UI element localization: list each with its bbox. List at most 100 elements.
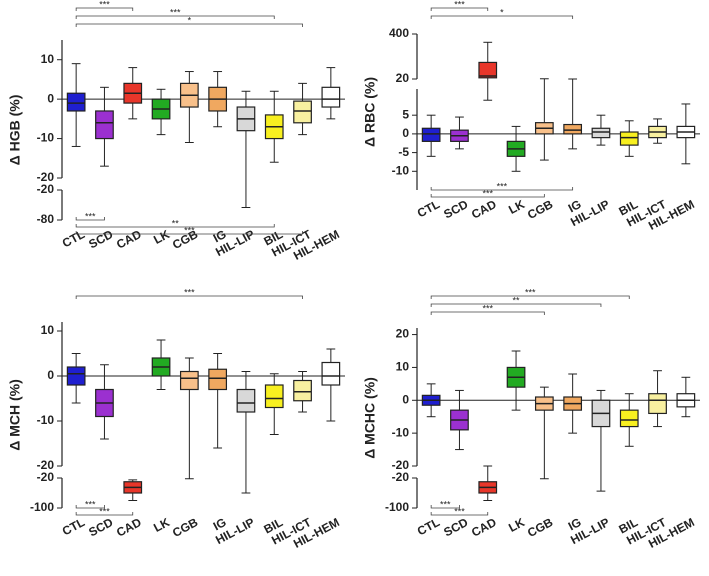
box bbox=[293, 379, 312, 402]
significance-label: * bbox=[188, 15, 192, 25]
significance-label: * bbox=[500, 7, 504, 17]
y-tick-label: 0 bbox=[47, 368, 54, 382]
significance-bracket bbox=[75, 217, 105, 221]
box bbox=[591, 127, 611, 139]
y-tick-label: -5 bbox=[398, 145, 409, 159]
y-tick-label: -20 bbox=[37, 170, 55, 184]
significance-bracket bbox=[75, 15, 275, 19]
significance-label: *** bbox=[184, 287, 195, 297]
x-tick-label: IG bbox=[566, 197, 584, 215]
box bbox=[321, 361, 341, 386]
y-axis-label: Δ RBC (%) bbox=[362, 77, 378, 147]
x-tick-label: IG bbox=[566, 515, 584, 533]
significance-bracket bbox=[430, 194, 545, 198]
x-tick-label: CGB bbox=[525, 515, 555, 540]
significance-bracket bbox=[75, 23, 303, 27]
y-tick-label: -20 bbox=[37, 182, 55, 196]
significance-label: *** bbox=[454, 506, 465, 516]
y-axis-label: Δ HGB (%) bbox=[7, 95, 23, 166]
box bbox=[648, 393, 667, 415]
significance-label: *** bbox=[454, 0, 465, 9]
box bbox=[208, 368, 228, 391]
box bbox=[236, 388, 256, 413]
significance-bracket bbox=[75, 224, 275, 228]
y-tick-label: -100 bbox=[30, 500, 54, 514]
y-tick-label: 0 bbox=[402, 126, 409, 140]
significance-bracket bbox=[75, 231, 303, 235]
y-tick-label: -10 bbox=[37, 131, 55, 145]
y-tick-label: -10 bbox=[392, 163, 410, 177]
y-tick-label: -80 bbox=[37, 212, 55, 226]
box bbox=[421, 127, 441, 142]
significance-label: *** bbox=[440, 499, 451, 509]
x-tick-label: SCD bbox=[441, 515, 470, 539]
y-tick-label: 10 bbox=[396, 360, 410, 374]
x-tick-label: CGB bbox=[170, 515, 200, 540]
x-tick-label: CAD bbox=[469, 197, 499, 222]
significance-bracket bbox=[430, 187, 574, 191]
y-tick-label: -100 bbox=[385, 500, 409, 514]
box bbox=[179, 370, 199, 391]
x-tick-label: LK bbox=[506, 515, 527, 535]
box bbox=[321, 86, 341, 108]
significance-label: *** bbox=[99, 0, 110, 9]
x-tick-label: CTL bbox=[415, 515, 442, 538]
y-tick-label: 20 bbox=[396, 71, 410, 85]
x-tick-label: LK bbox=[151, 515, 172, 535]
significance-bracket bbox=[75, 512, 134, 516]
x-tick-label: LK bbox=[506, 197, 527, 217]
significance-label: *** bbox=[525, 287, 536, 297]
x-tick-label: LK bbox=[151, 227, 172, 247]
significance-bracket bbox=[75, 505, 105, 509]
box bbox=[563, 123, 583, 135]
significance-label: *** bbox=[85, 499, 96, 509]
significance-bracket bbox=[430, 505, 460, 509]
significance-label: *** bbox=[99, 506, 110, 516]
significance-bracket bbox=[75, 7, 134, 11]
y-tick-label: 20 bbox=[396, 327, 410, 341]
significance-bracket bbox=[430, 15, 574, 19]
y-tick-label: -20 bbox=[392, 470, 410, 484]
box bbox=[95, 110, 114, 140]
y-axis-label: Δ MCHC (%) bbox=[362, 377, 378, 459]
x-tick-label: IG bbox=[211, 227, 229, 245]
significance-label: ** bbox=[513, 295, 521, 305]
significance-label: *** bbox=[85, 211, 96, 221]
y-tick-label: 400 bbox=[389, 26, 409, 40]
y-tick-label: -20 bbox=[392, 458, 410, 472]
significance-bracket bbox=[430, 303, 602, 307]
box bbox=[264, 384, 284, 409]
y-tick-label: 0 bbox=[402, 392, 409, 406]
x-tick-label: CTL bbox=[60, 227, 87, 250]
x-tick-label: IG bbox=[211, 515, 229, 533]
significance-label: *** bbox=[497, 181, 508, 191]
box bbox=[619, 409, 639, 428]
significance-label: *** bbox=[170, 7, 181, 17]
x-tick-label: CAD bbox=[114, 227, 144, 252]
y-tick-label: -20 bbox=[37, 458, 55, 472]
significance-bracket bbox=[430, 512, 489, 516]
box bbox=[66, 366, 86, 386]
y-tick-label: 5 bbox=[402, 107, 409, 121]
x-tick-label: SCD bbox=[86, 515, 115, 539]
x-tick-label: CTL bbox=[60, 515, 87, 538]
box bbox=[619, 131, 639, 146]
x-tick-label: CAD bbox=[114, 515, 144, 540]
box bbox=[478, 61, 498, 79]
significance-bracket bbox=[430, 311, 545, 315]
x-tick-label: SCD bbox=[86, 227, 115, 251]
y-tick-label: 10 bbox=[41, 323, 55, 337]
y-axis-label: Δ MCH (%) bbox=[7, 379, 23, 451]
significance-bracket bbox=[75, 295, 303, 299]
x-tick-label: CGB bbox=[525, 197, 555, 222]
significance-bracket bbox=[430, 295, 630, 299]
x-tick-label: CAD bbox=[469, 515, 499, 540]
significance-label: *** bbox=[482, 188, 493, 198]
box bbox=[293, 100, 312, 124]
y-tick-label: 10 bbox=[41, 52, 55, 66]
significance-label: ** bbox=[172, 218, 180, 228]
